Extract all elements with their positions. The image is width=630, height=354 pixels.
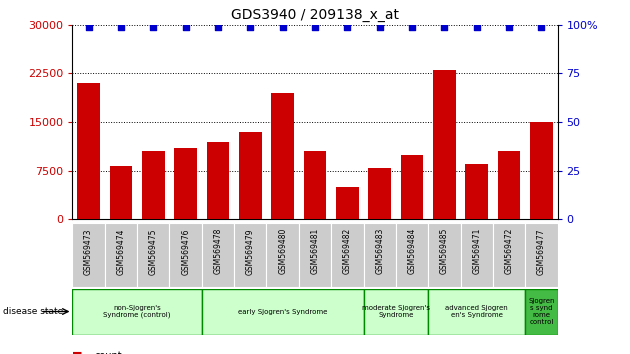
Bar <box>364 289 428 335</box>
Text: GSM569481: GSM569481 <box>311 228 319 274</box>
Point <box>148 24 158 29</box>
Text: Sjogren
s synd
rome
control: Sjogren s synd rome control <box>528 298 554 325</box>
Text: GSM569472: GSM569472 <box>505 228 513 274</box>
Text: GSM569475: GSM569475 <box>149 228 158 275</box>
Text: moderate Sjogren's
Syndrome: moderate Sjogren's Syndrome <box>362 305 430 318</box>
Text: early Sjogren's Syndrome: early Sjogren's Syndrome <box>238 309 328 314</box>
Bar <box>530 122 553 219</box>
Text: GSM569476: GSM569476 <box>181 228 190 275</box>
Bar <box>77 83 100 219</box>
Point <box>245 24 255 29</box>
Point <box>278 24 288 29</box>
Bar <box>336 187 358 219</box>
Bar <box>202 223 234 287</box>
Bar <box>110 166 132 219</box>
Text: GSM569479: GSM569479 <box>246 228 255 275</box>
Text: GSM569480: GSM569480 <box>278 228 287 274</box>
Bar <box>428 223 461 287</box>
Bar <box>169 223 202 287</box>
Point <box>439 24 449 29</box>
Bar <box>105 223 137 287</box>
Text: GSM569474: GSM569474 <box>117 228 125 275</box>
Point <box>472 24 482 29</box>
Title: GDS3940 / 209138_x_at: GDS3940 / 209138_x_at <box>231 8 399 22</box>
Bar <box>364 223 396 287</box>
Bar <box>428 289 525 335</box>
Point <box>375 24 385 29</box>
Text: non-Sjogren's
Syndrome (control): non-Sjogren's Syndrome (control) <box>103 305 171 318</box>
Bar <box>234 223 266 287</box>
Point <box>116 24 126 29</box>
Point <box>213 24 223 29</box>
Bar <box>72 289 202 335</box>
Text: GSM569471: GSM569471 <box>472 228 481 274</box>
Bar <box>304 152 326 219</box>
Bar <box>396 223 428 287</box>
Bar <box>369 167 391 219</box>
Bar <box>401 155 423 219</box>
Bar <box>266 223 299 287</box>
Bar <box>331 223 364 287</box>
Bar <box>525 289 558 335</box>
Point <box>536 24 546 29</box>
Text: GSM569473: GSM569473 <box>84 228 93 275</box>
Text: GSM569482: GSM569482 <box>343 228 352 274</box>
Bar <box>202 289 364 335</box>
Bar <box>299 223 331 287</box>
Text: ■: ■ <box>72 351 83 354</box>
Bar <box>498 152 520 219</box>
Point <box>84 24 94 29</box>
Bar <box>175 148 197 219</box>
Bar <box>137 223 169 287</box>
Bar <box>272 93 294 219</box>
Text: GSM569477: GSM569477 <box>537 228 546 275</box>
Text: advanced Sjogren
en's Syndrome: advanced Sjogren en's Syndrome <box>445 305 508 318</box>
Bar <box>239 132 261 219</box>
Text: count: count <box>94 351 122 354</box>
Text: GSM569484: GSM569484 <box>408 228 416 274</box>
Bar <box>461 223 493 287</box>
Point <box>342 24 352 29</box>
Point <box>181 24 191 29</box>
Bar <box>72 223 105 287</box>
Point <box>310 24 320 29</box>
Text: GSM569478: GSM569478 <box>214 228 222 274</box>
Bar <box>207 142 229 219</box>
Bar <box>466 164 488 219</box>
Bar <box>142 152 164 219</box>
Text: disease state: disease state <box>3 307 64 316</box>
Bar <box>493 223 525 287</box>
Point <box>407 24 417 29</box>
Bar <box>433 70 455 219</box>
Point <box>504 24 514 29</box>
Text: GSM569483: GSM569483 <box>375 228 384 274</box>
Bar <box>525 223 558 287</box>
Text: GSM569485: GSM569485 <box>440 228 449 274</box>
